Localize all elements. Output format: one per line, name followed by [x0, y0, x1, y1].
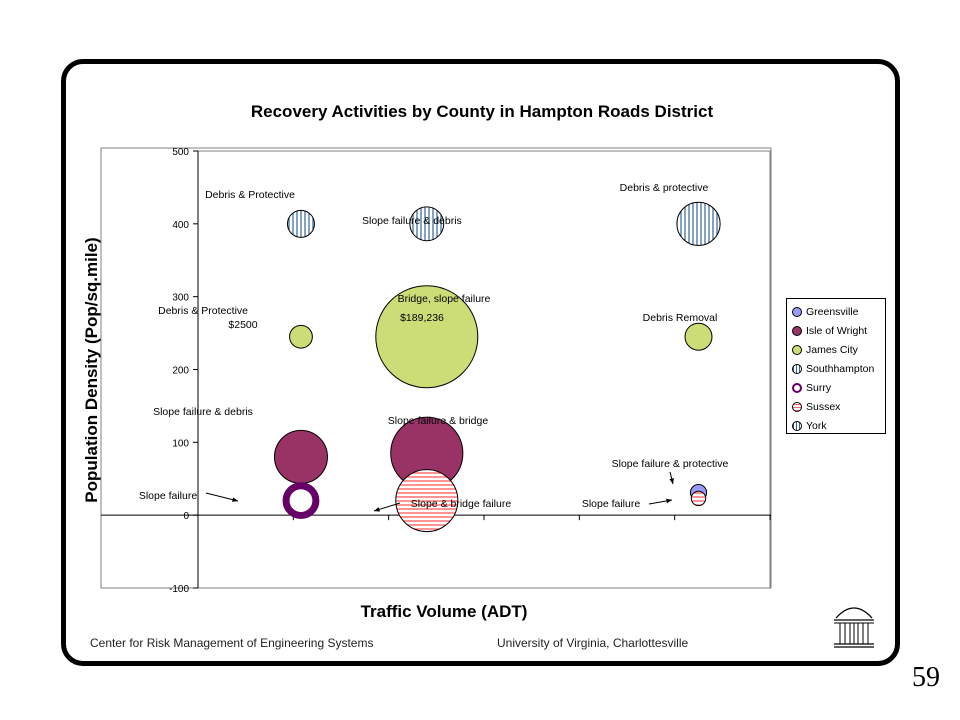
- y-tick-label: 500: [172, 147, 189, 158]
- y-tick-label: 0: [183, 511, 189, 522]
- legend-label: Greensville: [806, 305, 859, 318]
- y-tick-label: -100: [169, 584, 189, 595]
- legend-label: James City: [806, 343, 858, 356]
- arrow-head: [669, 478, 674, 484]
- legend-label: York: [806, 419, 827, 432]
- bubble-james-city: [289, 324, 313, 349]
- bubble-isle-of-wright: [273, 429, 328, 484]
- bubble-southhampton: [676, 201, 721, 246]
- legend-item: Surry: [792, 378, 885, 397]
- chart-title: Recovery Activities by County in Hampton…: [251, 102, 714, 121]
- data-label: Debris & protective: [620, 182, 709, 194]
- data-label: $189,236: [400, 312, 444, 324]
- legend-item: Greensville: [792, 302, 885, 321]
- bubble-surry: [282, 482, 320, 519]
- legend-label: Southhampton: [806, 362, 875, 375]
- data-label: Debris & Protective: [205, 189, 295, 201]
- slide-number: 59: [912, 662, 940, 693]
- arrow-head: [374, 507, 380, 512]
- footer-left: Center for Risk Management of Engineerin…: [90, 636, 374, 650]
- data-label: Slope failure & debris: [153, 406, 253, 418]
- bubbles: [273, 201, 721, 533]
- legend-item: York: [792, 416, 885, 435]
- legend-item: Sussex: [792, 397, 885, 416]
- data-labels: Slope failure & protective Slope failure …: [139, 182, 729, 512]
- legend-swatch: [792, 325, 802, 336]
- bubble-james-city: [684, 322, 713, 351]
- legend-label: Sussex: [806, 400, 841, 413]
- legend-label: Isle of Wright: [806, 324, 868, 337]
- data-label: Slope failure: [139, 490, 198, 502]
- arrow-head: [666, 498, 672, 504]
- legend-swatch: [792, 344, 802, 355]
- y-tick-label: 100: [172, 438, 189, 449]
- data-label: Slope failure & debris: [362, 215, 462, 227]
- legend-item: Isle of Wright: [792, 321, 885, 340]
- legend-swatch: [792, 401, 802, 412]
- bubble-sussex: [395, 469, 459, 533]
- data-label: $2500: [228, 319, 257, 331]
- legend-item: Southhampton: [792, 359, 885, 378]
- legend-swatch: [792, 420, 802, 431]
- footer-right: University of Virginia, Charlottesville: [497, 636, 689, 650]
- legend-item: James City: [792, 340, 885, 359]
- data-label: Slope failure: [582, 498, 641, 510]
- y-tick-label: 300: [172, 293, 189, 304]
- bubble-sussex: [690, 490, 707, 507]
- legend-swatch: [792, 382, 802, 393]
- data-label: Debris & Protective: [158, 305, 248, 317]
- bubble-james-city: [375, 285, 479, 389]
- data-label: Slope failure & bridge: [388, 415, 489, 427]
- chart-legend: Greensville Isle of Wright James City South…: [786, 298, 886, 434]
- bubble-southhampton: [286, 209, 315, 238]
- y-axis-title: Population Density (Pop/sq.mile): [82, 237, 101, 502]
- legend-swatch: [792, 306, 802, 317]
- x-axis-title: Traffic Volume (ADT): [361, 602, 528, 621]
- data-label: Slope & bridge failure: [411, 498, 512, 510]
- data-label: Bridge, slope failure: [398, 293, 491, 305]
- bubble-southhampton: [409, 206, 445, 242]
- data-label: Slope failure & protective: [612, 458, 729, 470]
- arrow-head: [232, 497, 238, 502]
- y-tick-label: 400: [172, 220, 189, 231]
- legend-label: Surry: [806, 381, 832, 394]
- y-tick-label: 200: [172, 366, 189, 377]
- rotunda-icon: [834, 607, 874, 648]
- legend-swatch: [792, 363, 802, 374]
- data-label: Debris Removal: [643, 312, 718, 324]
